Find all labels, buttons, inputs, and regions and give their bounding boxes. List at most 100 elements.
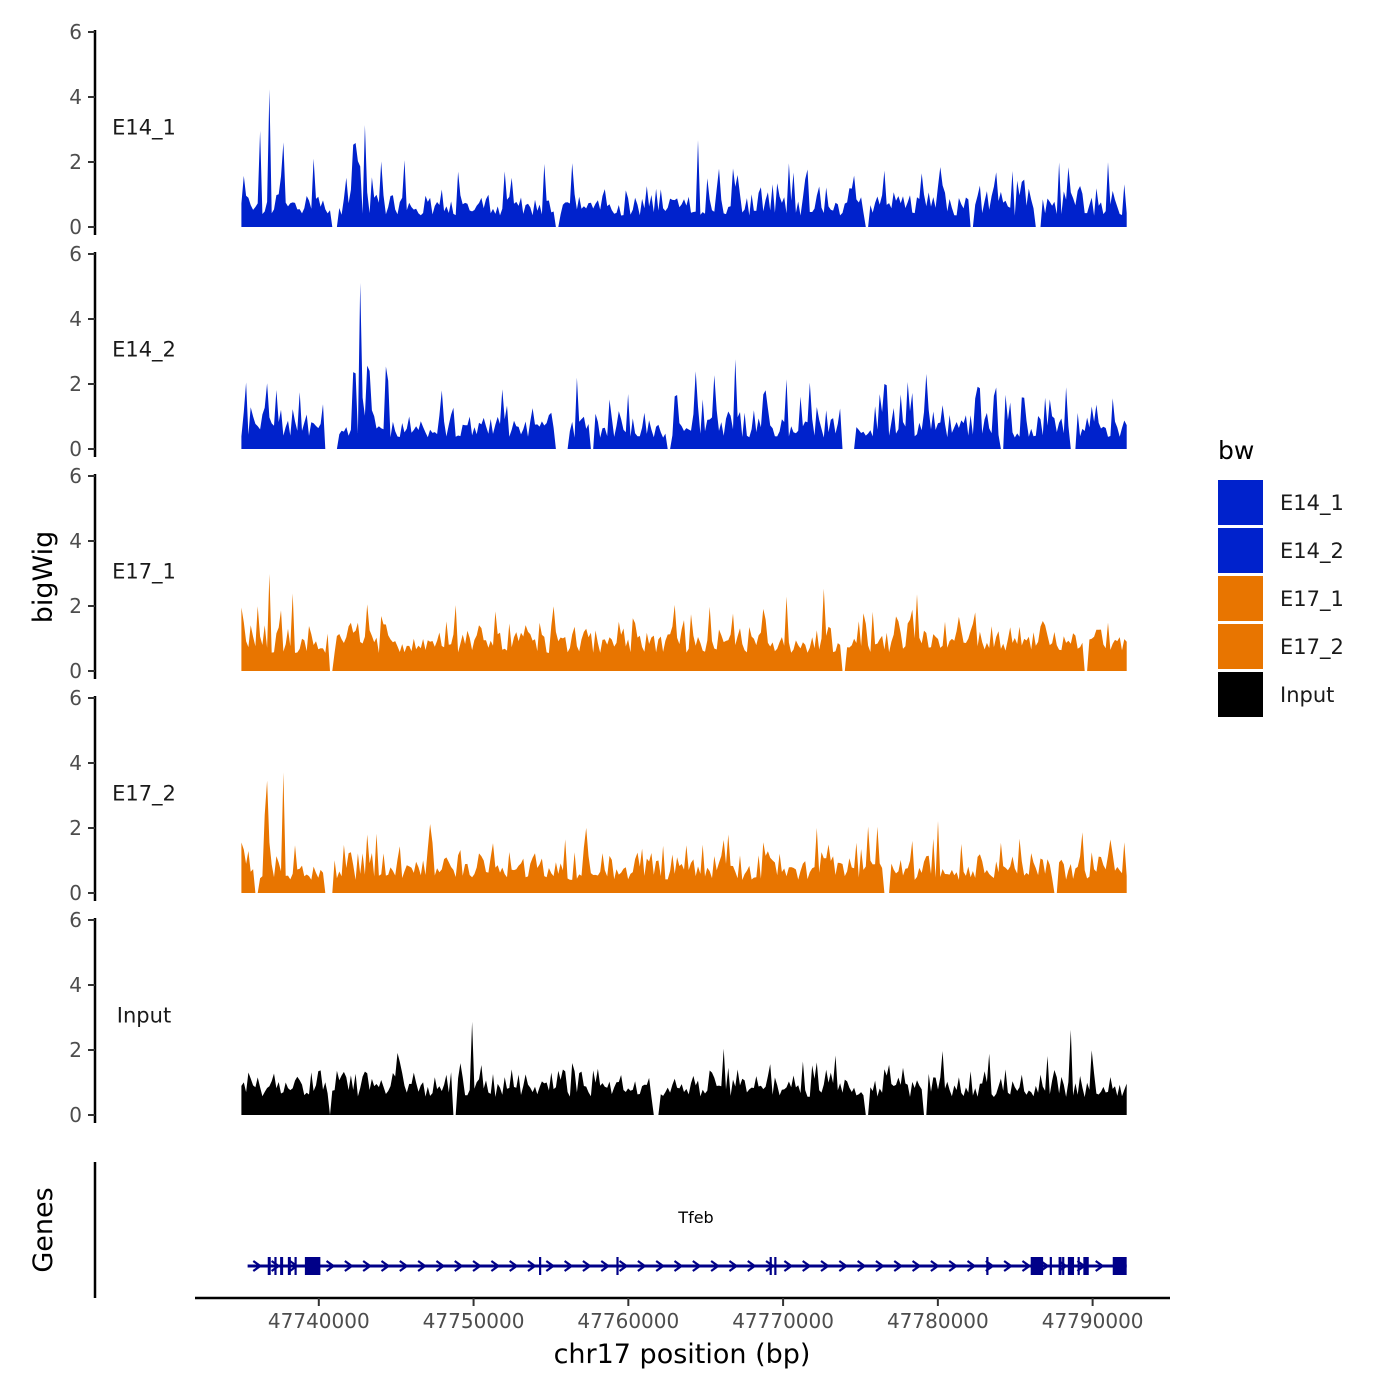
x-tick-label: 47750000 bbox=[423, 1309, 525, 1333]
strand-arrow bbox=[454, 1260, 464, 1272]
strand-arrow bbox=[948, 1260, 959, 1272]
strand-arrow bbox=[527, 1260, 537, 1272]
strand-arrow bbox=[966, 1260, 977, 1272]
strand-arrow bbox=[911, 1260, 922, 1272]
strand-arrow bbox=[344, 1260, 354, 1272]
legend-swatch-E17_1 bbox=[1218, 576, 1263, 621]
y-tick-label: 2 bbox=[69, 150, 82, 174]
track-E14_1: 0 2 4 6 E14_1 bbox=[69, 20, 1127, 239]
legend-swatch-E14_2 bbox=[1218, 528, 1263, 573]
exon-block bbox=[1058, 1257, 1062, 1275]
strand-arrow bbox=[1095, 1260, 1105, 1272]
legend-swatch-E17_2 bbox=[1218, 624, 1263, 669]
strand-arrow bbox=[765, 1260, 775, 1272]
y-tick-label: 6 bbox=[69, 464, 82, 488]
exon-block bbox=[304, 1257, 321, 1275]
y-tick-label: 4 bbox=[69, 529, 82, 553]
strand-arrow bbox=[692, 1260, 702, 1272]
strand-arrow bbox=[728, 1260, 739, 1272]
strand-arrow bbox=[838, 1260, 849, 1272]
track-E17_1: 0 2 4 6 E17_1 bbox=[69, 464, 1127, 683]
strand-arrow bbox=[582, 1260, 592, 1272]
track-label: E17_2 bbox=[112, 781, 176, 806]
signal-area-E17_2 bbox=[241, 772, 1127, 893]
strand-arrow bbox=[673, 1260, 684, 1272]
signal-area-Input bbox=[241, 1021, 1127, 1115]
x-tick-label: 47760000 bbox=[577, 1309, 679, 1333]
strand-arrow bbox=[490, 1260, 501, 1272]
legend-label-E14_2: E14_2 bbox=[1280, 539, 1344, 564]
strand-arrow bbox=[545, 1260, 556, 1272]
y-tick-label: 0 bbox=[69, 437, 82, 461]
utr-block bbox=[280, 1257, 284, 1275]
legend-label-E17_2: E17_2 bbox=[1280, 635, 1344, 660]
track-label: Input bbox=[117, 1003, 171, 1027]
utr-block bbox=[287, 1257, 291, 1275]
strand-arrow bbox=[820, 1260, 830, 1272]
y-tick-label: 2 bbox=[69, 816, 82, 840]
genes-axis-title: Genes bbox=[28, 1187, 59, 1272]
legend-label-Input: Input bbox=[1280, 683, 1334, 707]
strand-arrow bbox=[252, 1260, 263, 1272]
y-tick-label: 4 bbox=[69, 751, 82, 775]
track-label: E14_2 bbox=[112, 337, 176, 362]
track-label: E14_1 bbox=[112, 115, 176, 140]
y-tick-label: 4 bbox=[69, 307, 82, 331]
y-tick-label: 0 bbox=[69, 215, 82, 239]
strand-arrow bbox=[509, 1260, 519, 1272]
legend-label-E17_1: E17_1 bbox=[1280, 587, 1344, 612]
strand-arrow bbox=[783, 1260, 794, 1272]
exon-block bbox=[1067, 1257, 1075, 1275]
strand-arrow bbox=[472, 1260, 482, 1272]
strand-arrow bbox=[637, 1260, 647, 1272]
y-tick-label: 6 bbox=[69, 686, 82, 710]
y-tick-label: 2 bbox=[69, 594, 82, 618]
strand-arrow bbox=[325, 1260, 336, 1272]
legend-swatch-Input bbox=[1218, 672, 1263, 717]
strand-arrow bbox=[289, 1260, 299, 1272]
strand-arrow bbox=[600, 1260, 611, 1272]
strand-arrow bbox=[710, 1260, 721, 1272]
legend-label-E14_1: E14_1 bbox=[1280, 491, 1344, 516]
x-tick-label: 47740000 bbox=[268, 1309, 370, 1333]
strand-arrow bbox=[417, 1260, 427, 1272]
legend-title: bw bbox=[1218, 436, 1254, 465]
strand-arrow bbox=[380, 1260, 391, 1272]
track-Input: 0 2 4 6 Input bbox=[69, 908, 1127, 1127]
utr-block bbox=[267, 1257, 271, 1275]
strand-arrow bbox=[655, 1260, 666, 1272]
signal-tracks: 0 2 4 6 E14_1 0 2 4 6 E14_2 0 2 4 6 E17_1 0 2 4 6 E17_2 0 2 4 6… bbox=[69, 20, 1127, 1127]
y-tick-label: 6 bbox=[69, 908, 82, 932]
x-tick-label: 47780000 bbox=[887, 1309, 989, 1333]
strand-arrow bbox=[747, 1260, 757, 1272]
x-axis: 47740000 47750000 47760000 47770000 47780000… bbox=[195, 1296, 1170, 1333]
y-tick-label: 6 bbox=[69, 242, 82, 266]
strand-arrow bbox=[563, 1260, 574, 1272]
strand-arrow bbox=[1003, 1260, 1014, 1272]
strand-arrow bbox=[802, 1260, 812, 1272]
strand-arrow bbox=[618, 1260, 629, 1272]
strand-arrow bbox=[856, 1260, 867, 1272]
strand-arrow bbox=[362, 1260, 373, 1272]
gene-name-label: Tfeb bbox=[677, 1208, 713, 1227]
track-E14_2: 0 2 4 6 E14_2 bbox=[69, 242, 1127, 461]
strand-arrow bbox=[930, 1260, 940, 1272]
y-tick-label: 0 bbox=[69, 1103, 82, 1127]
x-tick-label: 47790000 bbox=[1042, 1309, 1144, 1333]
strand-arrow bbox=[435, 1260, 446, 1272]
strand-arrow bbox=[399, 1260, 409, 1272]
exon-block bbox=[1030, 1257, 1044, 1275]
track-label: E17_1 bbox=[112, 559, 176, 584]
signal-area-E14_2 bbox=[241, 282, 1127, 449]
y-tick-label: 0 bbox=[69, 659, 82, 683]
genes-panel: Genes Tfeb bbox=[28, 1162, 1127, 1298]
exon-block bbox=[1112, 1257, 1127, 1275]
strand-arrow bbox=[893, 1260, 904, 1272]
exon-block bbox=[1083, 1257, 1089, 1275]
y-axis-title: bigWig bbox=[28, 531, 59, 624]
y-tick-label: 4 bbox=[69, 85, 82, 109]
strand-arrow bbox=[875, 1260, 885, 1272]
strand-arrow bbox=[1021, 1260, 1032, 1272]
y-tick-label: 4 bbox=[69, 973, 82, 997]
